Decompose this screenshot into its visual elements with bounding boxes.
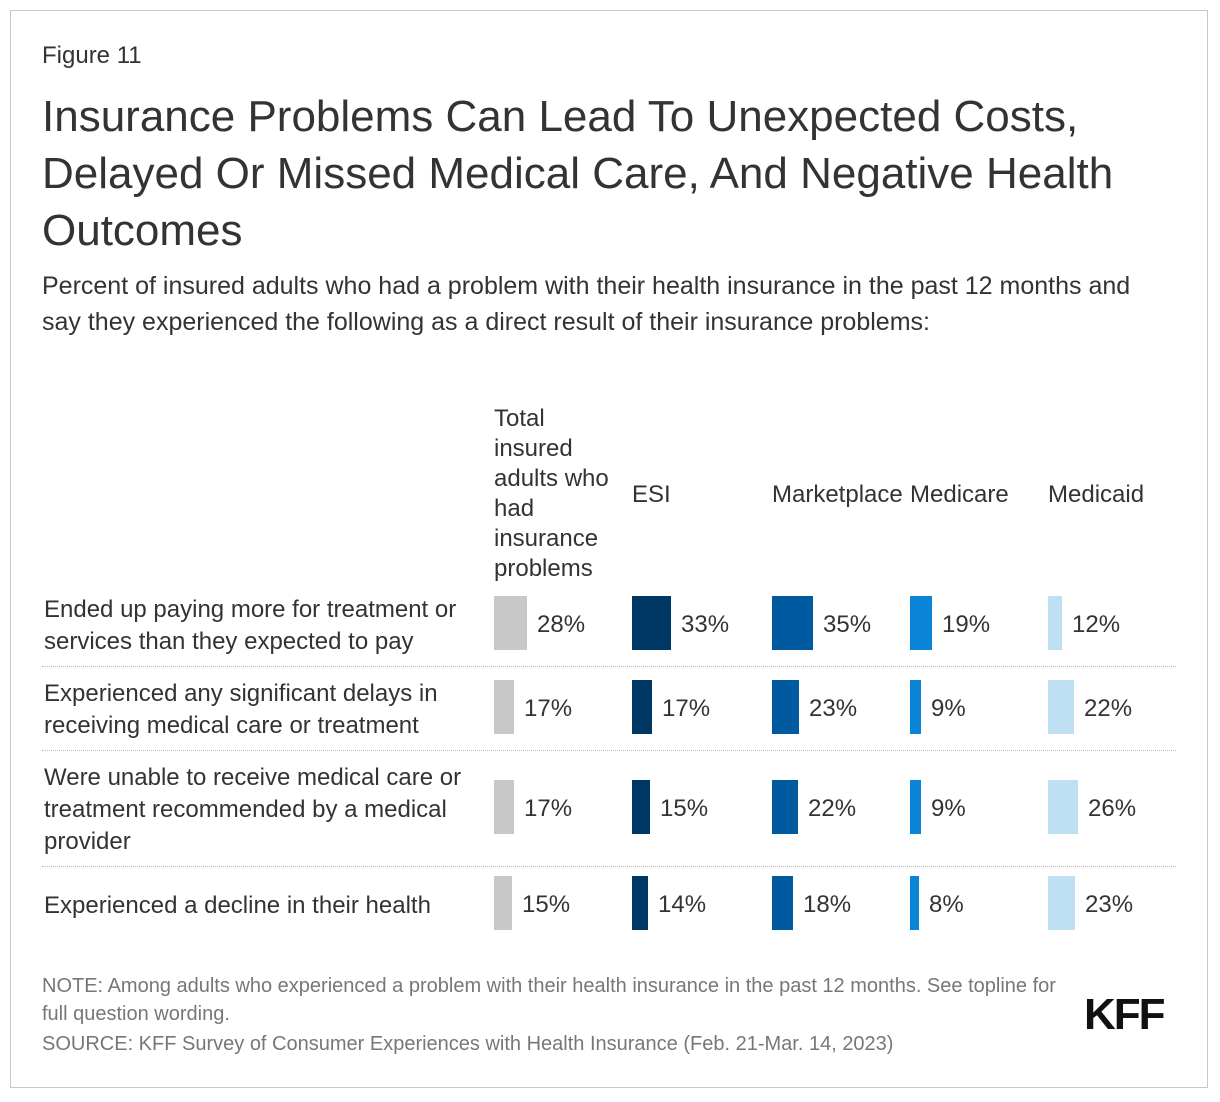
column-header: Medicaid <box>1048 481 1145 508</box>
bar <box>632 680 652 734</box>
column-header: Marketplace <box>772 481 903 508</box>
bar <box>494 596 527 650</box>
row-label: Experienced any significant delays in re… <box>44 680 438 739</box>
data-label: 12% <box>1072 611 1121 638</box>
data-label: 28% <box>537 611 586 638</box>
figure-frame <box>10 10 1208 1088</box>
kff-logo: KFF <box>1084 990 1166 1039</box>
bar <box>772 596 813 650</box>
row-divider <box>42 666 1176 667</box>
data-label: 23% <box>809 695 858 722</box>
data-label: 14% <box>658 891 707 918</box>
data-label: 9% <box>931 795 966 822</box>
bar <box>494 680 514 734</box>
bar <box>632 876 648 930</box>
chart-subtitle: Percent of insured adults who had a prob… <box>42 272 1131 336</box>
figure-label: Figure 11 <box>42 42 142 69</box>
bar <box>910 680 921 734</box>
bar <box>772 680 799 734</box>
column-header: ESI <box>632 481 671 508</box>
source-text: SOURCE: KFF Survey of Consumer Experienc… <box>42 1033 894 1055</box>
row-divider <box>42 866 1176 867</box>
data-label: 26% <box>1088 795 1137 822</box>
data-label: 23% <box>1085 891 1134 918</box>
bar <box>632 596 671 650</box>
row-label: Experienced a decline in their health <box>44 892 431 919</box>
bar <box>494 780 514 834</box>
data-label: 33% <box>681 611 730 638</box>
column-header: Medicare <box>910 481 1009 508</box>
data-label: 22% <box>808 795 857 822</box>
bar <box>772 876 793 930</box>
note-text: NOTE: Among adults who experienced a pro… <box>42 975 1056 1025</box>
bar <box>632 780 650 834</box>
data-label: 35% <box>823 611 872 638</box>
bar <box>1048 680 1074 734</box>
bar <box>1048 780 1078 834</box>
column-header: Total insured adults who had insurance p… <box>494 405 609 582</box>
bar <box>494 876 512 930</box>
bar <box>772 780 798 834</box>
data-label: 17% <box>524 795 573 822</box>
bar <box>910 596 932 650</box>
row-label: Were unable to receive medical care or t… <box>44 764 462 855</box>
data-label: 8% <box>929 891 964 918</box>
bar <box>910 876 919 930</box>
data-label: 15% <box>660 795 709 822</box>
data-label: 22% <box>1084 695 1133 722</box>
data-label: 18% <box>803 891 852 918</box>
bar <box>910 780 921 834</box>
row-divider <box>42 750 1176 751</box>
chart-title: Insurance Problems Can Lead To Unexpecte… <box>42 92 1114 255</box>
data-label: 15% <box>522 891 571 918</box>
data-label: 19% <box>942 611 991 638</box>
bar <box>1048 876 1075 930</box>
row-label: Ended up paying more for treatment or se… <box>44 596 457 655</box>
data-label: 17% <box>662 695 711 722</box>
data-label: 9% <box>931 695 966 722</box>
data-label: 17% <box>524 695 573 722</box>
bar <box>1048 596 1062 650</box>
